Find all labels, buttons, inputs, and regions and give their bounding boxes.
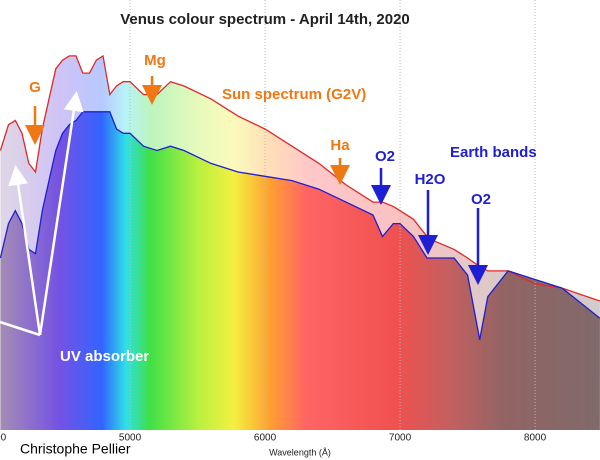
x-tick-label: 8000 [524, 433, 547, 444]
x-tick-label: 6000 [254, 433, 277, 444]
arrows [0, 76, 488, 337]
x-tick-label: 7000 [389, 433, 412, 444]
chart-title: Venus colour spectrum - April 14th, 2020 [120, 11, 410, 28]
arrow [0, 320, 41, 337]
spectrum-background [0, 55, 600, 430]
annotation: O2 [471, 191, 491, 208]
annotation: Earth bands [450, 144, 537, 161]
x-axis-label: Wavelength (Å) [269, 447, 331, 457]
annotation: G [29, 79, 41, 96]
arrow [8, 165, 42, 336]
series-line [0, 54, 600, 302]
annotation: H2O [415, 171, 446, 188]
lines [0, 54, 600, 340]
credit: Christophe Pellier [20, 441, 131, 457]
series-label: Sun spectrum (G2V) [222, 86, 366, 103]
annotation: UV absorber [60, 348, 149, 365]
annotation: Ha [330, 137, 350, 154]
series-line [0, 111, 600, 340]
venus-area [0, 111, 600, 430]
x-tick-label: 5000 [119, 433, 142, 444]
arrow [38, 91, 84, 336]
x-tick-label: 4000 [0, 433, 7, 444]
annotation: O2 [375, 148, 395, 165]
annotation: Mg [144, 52, 166, 69]
